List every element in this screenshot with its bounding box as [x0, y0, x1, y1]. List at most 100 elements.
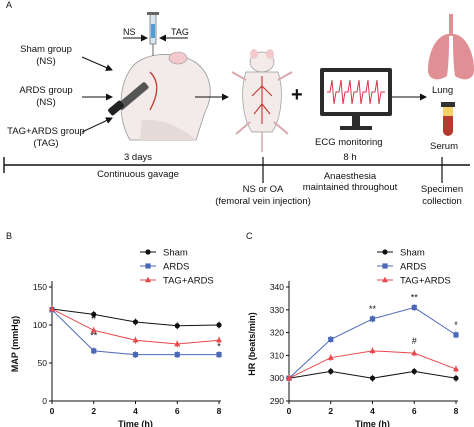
x-tick-label: 0 [287, 406, 292, 416]
x-axis-label: Time (h) [118, 419, 153, 427]
syringe-label-ns: NS [123, 27, 136, 37]
legend: Sham ARDS TAG+ARDS [140, 248, 214, 287]
series-tag-ards [49, 305, 222, 348]
y-tick-label: 330 [270, 305, 284, 315]
data-point [174, 352, 180, 358]
x-tick-label: 2 [328, 406, 333, 416]
legend-marker [382, 276, 388, 283]
lung-label: Lung [432, 85, 454, 96]
legend-label: Sham [400, 248, 425, 259]
data-point [411, 304, 417, 311]
data-point [132, 319, 139, 325]
hr-chart: Sham ARDS TAG+ARDS 290 300 310 320 330 340 0 2 4 6 8 T… [247, 248, 459, 427]
data-point [91, 348, 97, 354]
group-sham-label: Sham group [20, 44, 72, 55]
data-point [286, 375, 292, 381]
data-point [328, 368, 334, 374]
x-tick-label: 8 [217, 406, 222, 416]
y-tick-label: 340 [270, 282, 284, 292]
panel-letter-b: B [6, 231, 13, 241]
timeline-continuous-gavage: Continuous gavage [97, 169, 179, 180]
x-tick-label: 2 [91, 406, 96, 416]
blood-tube-icon [441, 102, 455, 136]
serum-label: Serum [430, 141, 458, 152]
legend-marker [382, 249, 388, 255]
legend-label: TAG+ARDS [163, 276, 214, 287]
series-line [51, 309, 219, 356]
plus-sign: + [291, 84, 303, 106]
y-tick-label: 320 [270, 328, 284, 338]
x-tick-label: 4 [370, 406, 375, 416]
significance-annotation: # [412, 336, 417, 346]
legend-label: ARDS [400, 262, 426, 273]
y-tick-label: 150 [33, 282, 47, 292]
significance-annotation: ** [90, 331, 98, 341]
data-point [328, 336, 334, 343]
data-point [453, 365, 459, 372]
y-tick-label: 300 [270, 373, 284, 383]
mouse-gavage-illustration [108, 12, 211, 141]
series-sham [49, 305, 222, 330]
series-tag-ards [286, 347, 459, 382]
data-point [132, 337, 139, 343]
x-tick-label: 4 [133, 406, 138, 416]
group-tag-ards-label: TAG+ARDS group [7, 126, 85, 137]
legend-label: ARDS [163, 262, 189, 273]
y-tick-label: 310 [270, 350, 284, 360]
y-tick-label: 100 [33, 320, 47, 330]
significance-annotation: * [217, 341, 221, 351]
y-tick-label: 0 [42, 396, 47, 406]
panel-a-illustration [3, 12, 474, 183]
timeline-collection: collection [422, 196, 462, 207]
y-axis-label: HR (beats/min) [247, 312, 257, 376]
timeline-specimen: Specimen [420, 184, 464, 195]
panel-letter-c: C [246, 231, 253, 241]
group-sham-treatment: (NS) [36, 56, 56, 67]
x-tick-label: 8 [454, 406, 459, 416]
data-point [327, 354, 334, 360]
syringe-label-tag: TAG [171, 27, 189, 37]
timeline-maintained-throughout: maintained throughout [302, 182, 398, 193]
lung-icon [428, 14, 474, 80]
legend-marker [382, 263, 388, 269]
data-point [216, 337, 222, 343]
legend-marker [145, 276, 151, 283]
data-point [369, 316, 376, 322]
map-chart: Sham ARDS TAG+ARDS 0 50 100 150 0 2 4 6 8 Time (h) MA… [10, 248, 222, 427]
y-axis-label: MAP (mmHg) [10, 316, 20, 372]
timeline-anaesthesia: Anaesthesia [323, 171, 377, 182]
rat-supine-illustration [231, 49, 293, 152]
y-tick-label: 290 [270, 396, 284, 406]
series-ards [286, 304, 459, 382]
data-point [369, 375, 376, 381]
legend-marker [145, 263, 151, 269]
legend: Sham ARDS TAG+ARDS [377, 248, 451, 287]
data-point [174, 323, 180, 329]
x-tick-label: 0 [50, 406, 55, 416]
panel-letter-a: A [6, 0, 13, 10]
data-point [453, 375, 459, 381]
data-point [174, 340, 181, 347]
data-point [91, 311, 97, 317]
data-point [216, 352, 222, 358]
y-tick-label: 50 [38, 358, 48, 368]
x-axis-label: Time (h) [355, 419, 390, 427]
data-point [453, 332, 459, 338]
timeline-femoral-vein-injection: (femoral vein injection) [215, 196, 311, 207]
data-point [216, 322, 222, 328]
arrow-sham [81, 56, 113, 71]
ecg-monitoring-label: ECG monitoring [315, 137, 383, 148]
significance-annotation: ** [369, 304, 377, 314]
significance-annotation: * [454, 320, 458, 330]
ecg-monitor-illustration [320, 68, 392, 130]
series-sham [286, 367, 459, 382]
x-tick-label: 6 [412, 406, 417, 416]
data-point [411, 349, 418, 356]
legend-label: Sham [163, 248, 188, 259]
timeline-3-days: 3 days [124, 152, 152, 163]
data-point [369, 347, 376, 354]
timeline-ns-or-oa: NS or OA [242, 184, 284, 195]
legend-label: TAG+ARDS [400, 276, 451, 287]
group-ards-label: ARDS group [19, 85, 73, 96]
significance-annotation: ** [411, 293, 419, 303]
